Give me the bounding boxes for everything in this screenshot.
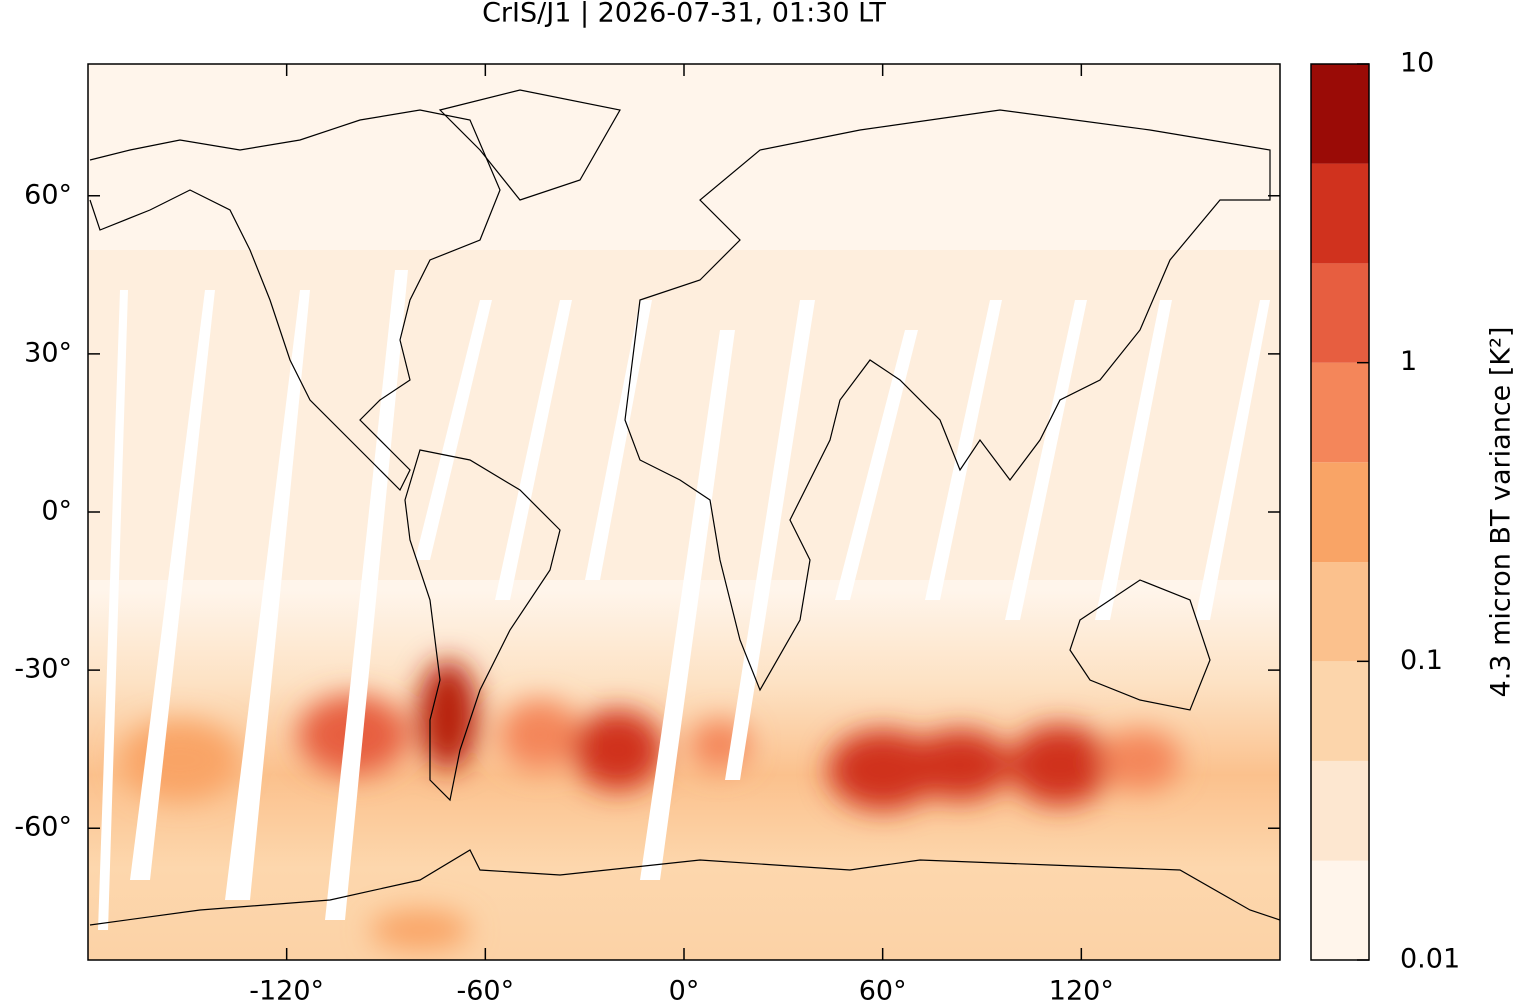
chart-title: CrIS/J1 | 2026-07-31, 01:30 LT <box>482 0 886 29</box>
x-tick-label: 60° <box>859 976 907 1003</box>
y-tick-label: -30° <box>14 654 72 685</box>
x-tick-label: -120° <box>249 976 324 1003</box>
y-tick-label: 60° <box>24 179 72 210</box>
colorbar-band <box>1311 64 1369 164</box>
colorbar-band <box>1311 362 1369 463</box>
colorbar-band <box>1311 760 1369 861</box>
y-tick-label: -60° <box>14 812 72 843</box>
colorbar-band <box>1311 562 1369 662</box>
data-field <box>88 64 1280 960</box>
x-tick-label: -60° <box>457 976 515 1003</box>
colorbar-tick-label: 0.01 <box>1400 944 1460 975</box>
colorbar-tick-label: 10 <box>1400 48 1434 79</box>
colorbar-band <box>1311 462 1369 563</box>
y-tick-label: 0° <box>41 496 72 527</box>
x-tick-label: 0° <box>669 976 700 1003</box>
colorbar-band <box>1311 263 1369 363</box>
colorbar-label: 4.3 micron BT variance [K²] <box>1486 327 1517 698</box>
x-tick-label: 120° <box>1049 976 1114 1003</box>
colorbar-tick-label: 0.1 <box>1400 645 1443 676</box>
colorbar-band <box>1311 860 1369 960</box>
colorbar-band <box>1311 163 1369 264</box>
coastlines <box>89 89 1280 926</box>
colorbar-band <box>1311 661 1369 761</box>
colorbar-frame <box>1310 63 1370 961</box>
colorbar-tick-label: 1 <box>1400 346 1417 377</box>
y-tick-label: 30° <box>24 337 72 368</box>
